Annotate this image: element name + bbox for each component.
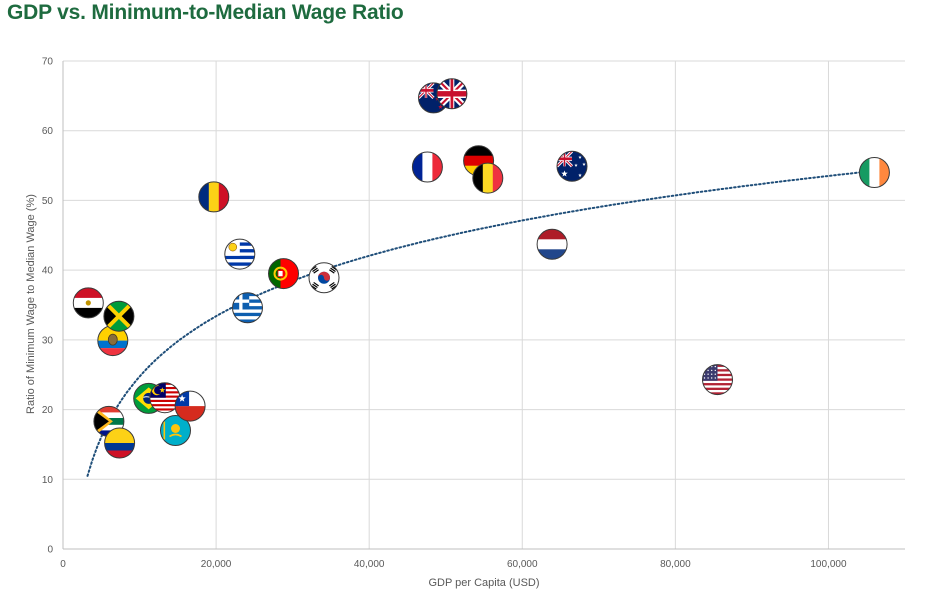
- x-tick-label: 0: [60, 559, 66, 570]
- trendline: [86, 169, 876, 477]
- gridlines: [63, 60, 905, 549]
- y-tick-label: 50: [42, 196, 54, 207]
- data-point-greece-flag-icon: [232, 292, 263, 324]
- x-tick-label: 20,000: [201, 559, 232, 570]
- y-tick-label: 10: [42, 475, 54, 486]
- y-tick-label: 70: [42, 57, 54, 68]
- data-point-australia-flag-icon: [556, 150, 588, 182]
- data-point-chile-flag-icon: [174, 390, 206, 422]
- data-point-united-states-flag-icon: [702, 364, 733, 396]
- data-point-malaysia-flag-icon: [149, 382, 181, 414]
- data-point-south-korea-flag-icon: [308, 262, 340, 294]
- tick-labels: 0 10 20 30 40 50 60 70 0 20,000 40,000 60,000 80,000…: [42, 57, 847, 571]
- data-point-romania-flag-icon: [198, 181, 230, 213]
- y-tick-label: 20: [42, 405, 54, 416]
- y-tick-label: 0: [47, 545, 53, 556]
- chart-title: GDP vs. Minimum-to-Median Wage Ratio: [7, 1, 404, 24]
- data-point-portugal-flag-icon: [268, 258, 299, 290]
- y-tick-label: 40: [42, 266, 54, 277]
- data-point-ireland-flag-icon: [858, 157, 890, 188]
- data-points: [72, 78, 890, 459]
- y-tick-label: 60: [42, 126, 54, 137]
- x-axis-title: GDP per Capita (USD): [428, 577, 539, 589]
- data-point-jamaica-flag-icon: [103, 300, 135, 332]
- x-tick-label: 60,000: [507, 559, 538, 570]
- axes: [62, 61, 905, 550]
- data-point-egypt-flag-icon: [72, 287, 104, 319]
- y-tick-label: 30: [42, 335, 54, 346]
- x-tick-label: 80,000: [660, 559, 691, 570]
- data-point-uruguay-flag-icon: [224, 238, 256, 270]
- x-tick-label: 40,000: [354, 559, 385, 570]
- x-tick-label: 100,000: [810, 559, 847, 570]
- data-point-belgium-flag-icon: [472, 162, 504, 194]
- data-point-united-kingdom-flag-icon: [436, 78, 468, 110]
- data-point-france-flag-icon: [411, 151, 443, 183]
- y-axis-title: Ratio of Minimum Wage to Median Wage (%): [25, 194, 37, 414]
- data-point-netherlands-flag-icon: [536, 228, 568, 260]
- data-point-colombia-flag-icon: [104, 427, 136, 459]
